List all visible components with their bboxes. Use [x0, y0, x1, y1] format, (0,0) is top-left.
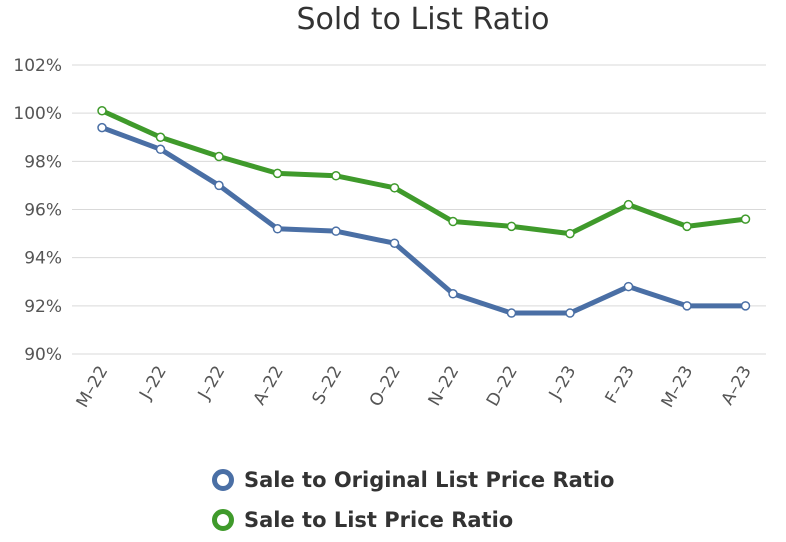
x-tick-label: J–22: [194, 363, 229, 404]
data-point[interactable]: [506, 221, 517, 232]
legend-label: Sale to Original List Price Ratio: [244, 468, 615, 492]
series-points: [97, 106, 751, 318]
y-axis-ticks: 90% 92% 94% 96% 98% 100% 102%: [13, 56, 62, 365]
legend-label: Sale to List Price Ratio: [244, 508, 514, 532]
series-lines: [99, 108, 748, 316]
legend: Sale to Original List Price Ratio Sale t…: [212, 460, 614, 540]
x-tick-label: D–22: [483, 363, 522, 410]
x-tick-label: J–23: [545, 363, 580, 404]
x-tick-label: A–23: [718, 363, 756, 409]
data-point[interactable]: [331, 226, 341, 236]
y-tick-label: 100%: [13, 104, 62, 124]
data-point[interactable]: [272, 224, 283, 234]
data-point[interactable]: [565, 308, 575, 318]
data-point[interactable]: [97, 122, 107, 133]
data-point[interactable]: [214, 151, 224, 162]
y-tick-label: 94%: [24, 249, 62, 269]
data-point[interactable]: [155, 132, 166, 142]
grid: [72, 64, 766, 355]
legend-item-original-list[interactable]: Sale to Original List Price Ratio: [212, 460, 614, 500]
series-line: [99, 125, 748, 316]
data-point[interactable]: [623, 199, 634, 210]
data-point[interactable]: [740, 214, 751, 224]
data-point[interactable]: [97, 106, 107, 116]
x-tick-label: N–22: [425, 363, 464, 410]
x-tick-label: S–22: [309, 363, 347, 408]
data-point[interactable]: [682, 221, 692, 232]
data-point[interactable]: [155, 144, 166, 155]
data-point[interactable]: [448, 216, 458, 227]
legend-item-list[interactable]: Sale to List Price Ratio: [212, 500, 614, 540]
data-point[interactable]: [682, 301, 692, 311]
x-tick-label: J–22: [135, 363, 170, 404]
data-point[interactable]: [389, 238, 400, 248]
x-tick-label: O–22: [366, 363, 405, 411]
legend-marker-icon: [212, 469, 234, 491]
x-tick-label: M–22: [73, 363, 113, 412]
y-tick-label: 92%: [24, 297, 62, 317]
data-point[interactable]: [623, 281, 634, 292]
x-tick-label: A–22: [250, 363, 288, 409]
data-point[interactable]: [331, 171, 341, 181]
y-tick-label: 102%: [13, 56, 62, 76]
y-tick-label: 96%: [24, 201, 62, 221]
data-point[interactable]: [740, 301, 751, 311]
series-line: [99, 108, 748, 237]
data-point[interactable]: [272, 168, 283, 179]
chart-title: Sold to List Ratio: [296, 2, 550, 37]
data-point[interactable]: [389, 183, 400, 193]
legend-marker-icon: [212, 509, 234, 531]
y-tick-label: 90%: [24, 345, 62, 365]
y-tick-label: 98%: [24, 152, 62, 172]
x-tick-label: F–23: [602, 363, 639, 408]
x-tick-label: M–23: [658, 363, 698, 412]
data-point[interactable]: [448, 289, 458, 299]
data-point[interactable]: [214, 180, 224, 191]
data-point[interactable]: [506, 308, 517, 318]
data-point[interactable]: [565, 228, 575, 239]
x-axis-ticks: M–22 J–22 J–22 A–22 S–22 O–22 N–22 D–22 J–23 F–23…: [73, 363, 756, 412]
